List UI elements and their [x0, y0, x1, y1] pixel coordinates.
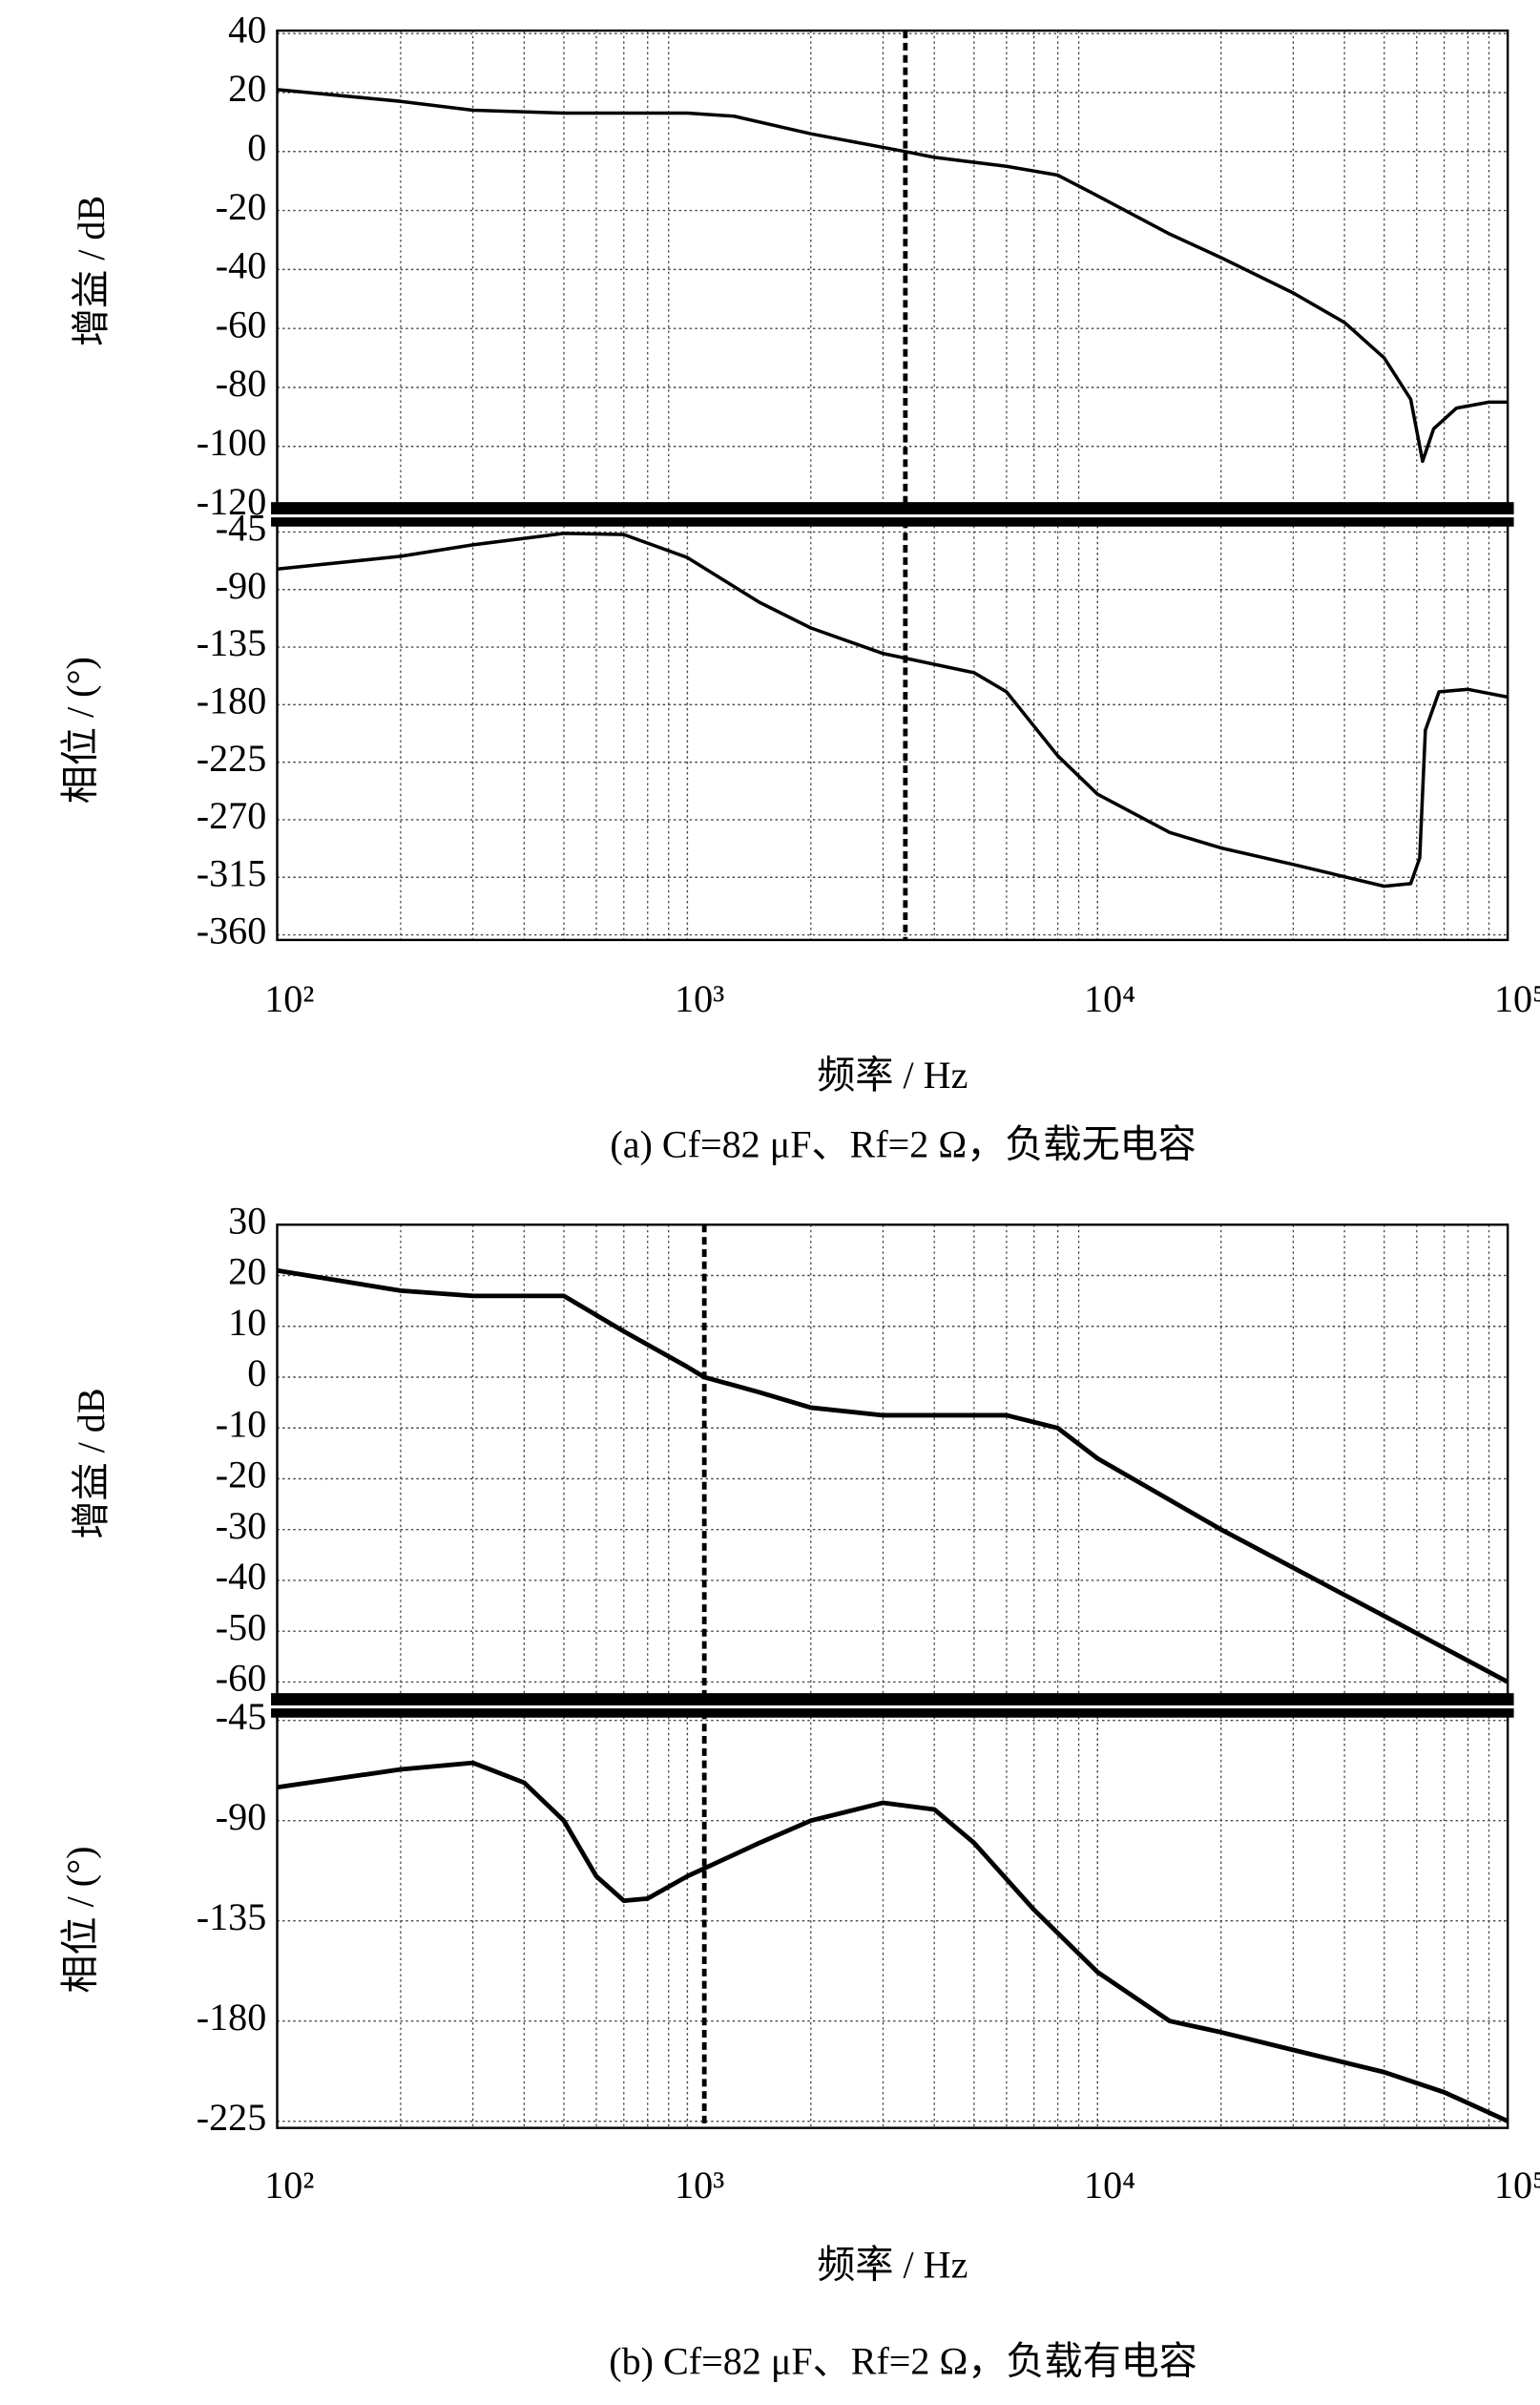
y-tick-label: -30 — [216, 1504, 266, 1547]
x-axis-label: 频率 / Hz — [817, 1054, 968, 1097]
y-tick-label: 10 — [228, 1301, 266, 1344]
y-tick-label: -135 — [197, 1895, 267, 1938]
curve — [277, 88, 1509, 464]
x-axis-label: 频率 / Hz — [817, 2243, 968, 2286]
y-tick-label: 0 — [247, 126, 266, 169]
y-tick-label: -100 — [197, 421, 267, 464]
y-tick-label: -40 — [216, 244, 266, 287]
x-tick-label: 10² — [264, 977, 314, 1020]
y-tick-label: 20 — [228, 1250, 266, 1293]
curve — [277, 532, 1509, 889]
y-tick-label: -60 — [216, 1657, 266, 1700]
x-tick-label: 10³ — [675, 977, 724, 1020]
y-tick-label: -180 — [197, 1996, 267, 2039]
y-tick-label: -135 — [197, 621, 267, 664]
y-axis-label: 增益 / dB — [70, 196, 113, 346]
y-tick-label: -40 — [216, 1555, 266, 1598]
y-tick-label: -315 — [197, 851, 267, 894]
y-axis-label: 增益 / dB — [70, 1388, 113, 1538]
y-tick-label: -20 — [216, 185, 266, 228]
y-tick-label: -60 — [216, 303, 266, 345]
y-tick-label: -45 — [216, 1695, 266, 1738]
y-tick-label: -10 — [216, 1402, 266, 1445]
x-tick-label: 10⁴ — [1084, 977, 1135, 1020]
y-tick-label: -120 — [197, 480, 267, 523]
curve — [277, 1760, 1509, 2123]
y-tick-label: -270 — [197, 794, 267, 837]
y-tick-label: -90 — [216, 1795, 266, 1838]
y-tick-label: -50 — [216, 1605, 266, 1648]
x-tick-label: 10² — [264, 2164, 314, 2206]
curve — [277, 1267, 1509, 1684]
x-tick-label: 10⁵ — [1494, 2164, 1540, 2206]
y-tick-label: 20 — [228, 67, 266, 110]
y-tick-label: -20 — [216, 1453, 266, 1496]
plot-frame — [276, 1710, 1509, 2129]
y-tick-label: -80 — [216, 362, 266, 405]
y-tick-label: 40 — [228, 8, 266, 51]
caption: (a) Cf=82 μF、Rf=2 Ω，负载无电容 — [610, 1122, 1196, 1165]
x-tick-label: 10⁵ — [1494, 977, 1540, 1020]
y-tick-label: -225 — [197, 737, 267, 780]
caption: (b) Cf=82 μF、Rf=2 Ω，负载有电容 — [609, 2339, 1197, 2382]
plot-frame — [276, 29, 1509, 512]
y-tick-label: 30 — [228, 1199, 266, 1242]
y-tick-label: -45 — [216, 507, 266, 550]
y-tick-label: -180 — [197, 680, 267, 722]
y-axis-label: 相位 / (°) — [59, 657, 102, 804]
y-tick-label: -360 — [197, 910, 267, 952]
y-tick-label: -225 — [197, 2096, 267, 2139]
x-tick-label: 10³ — [675, 2164, 724, 2206]
y-axis-label: 相位 / (°) — [59, 1846, 102, 1993]
y-tick-label: 0 — [247, 1351, 266, 1394]
y-tick-label: -90 — [216, 564, 266, 607]
x-tick-label: 10⁴ — [1084, 2164, 1135, 2206]
